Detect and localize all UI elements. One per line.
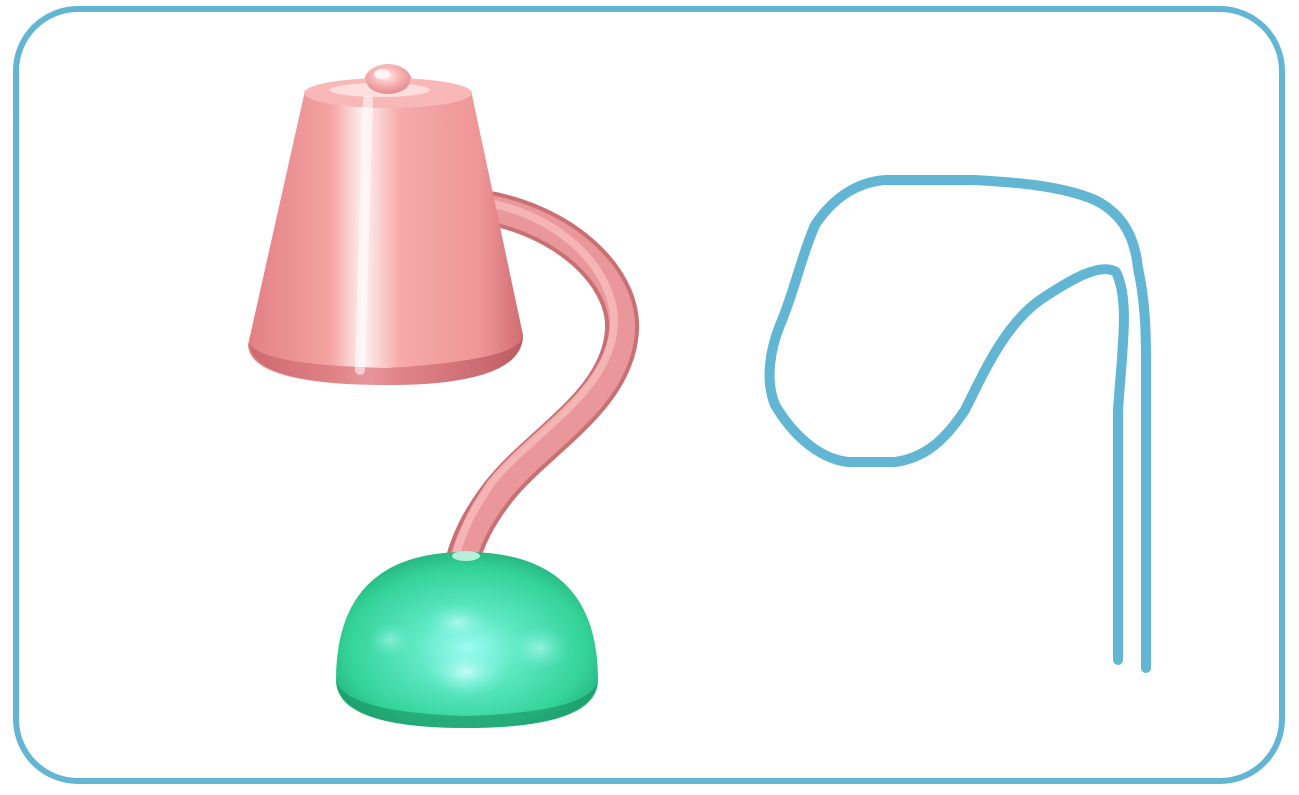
rounded-frame bbox=[13, 6, 1285, 784]
lamp-base bbox=[336, 551, 598, 728]
sketch-stroke-outer bbox=[764, 175, 1151, 673]
lamp-shade bbox=[248, 64, 523, 385]
desk-lamp-model bbox=[248, 64, 640, 728]
lamp-sketch-outline bbox=[764, 175, 1151, 673]
